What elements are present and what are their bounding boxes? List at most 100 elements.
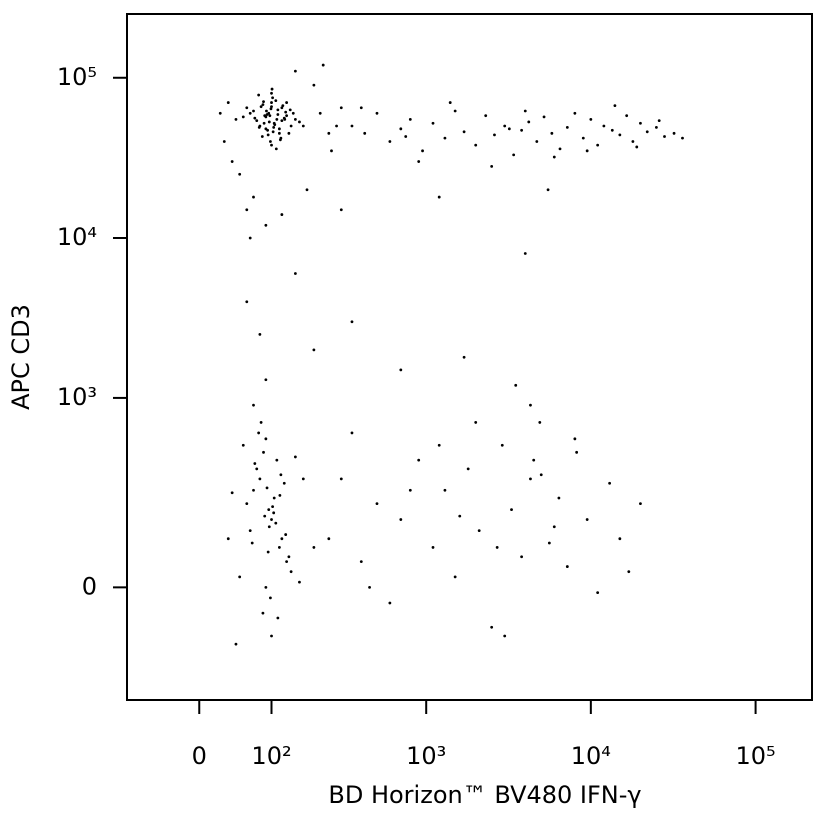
event-dot: [538, 421, 542, 424]
event-dot: [273, 123, 277, 127]
event-dot: [350, 124, 354, 128]
event-dot: [631, 140, 635, 143]
event-dot: [268, 114, 272, 118]
event-dot: [230, 491, 234, 495]
event-dot: [453, 575, 457, 579]
event-dot: [287, 131, 291, 135]
event-dot: [350, 431, 354, 435]
event-dot: [226, 537, 230, 541]
event-dot: [272, 511, 276, 515]
event-dot: [270, 518, 273, 521]
event-dot: [565, 565, 569, 568]
event-dot: [339, 106, 343, 110]
event-dot: [288, 108, 292, 112]
event-dot: [261, 103, 265, 106]
event-dot: [245, 300, 249, 304]
event-dot: [283, 117, 287, 121]
event-dot: [321, 63, 325, 67]
plot-frame: [126, 13, 813, 701]
event-dot: [474, 421, 478, 424]
event-dot: [279, 473, 283, 477]
event-dot: [272, 496, 276, 500]
event-dot: [255, 467, 259, 471]
event-dot: [280, 537, 284, 541]
event-dot: [265, 113, 269, 116]
event-dot: [259, 421, 263, 424]
event-dot: [248, 111, 252, 115]
event-dot: [258, 477, 262, 481]
event-dot: [270, 143, 273, 147]
event-dot: [512, 153, 516, 157]
event-dot: [280, 213, 284, 216]
event-dot: [339, 477, 343, 481]
x-tick-label: 0: [192, 742, 207, 770]
event-dot: [269, 596, 272, 600]
event-dot: [259, 105, 263, 109]
event-dot: [277, 131, 281, 135]
event-dot: [550, 131, 554, 135]
event-dot: [589, 117, 593, 121]
event-dot: [248, 529, 252, 533]
event-dot: [282, 481, 286, 485]
event-dot: [443, 136, 447, 140]
y-axis-label: APC CD3: [7, 304, 35, 410]
event-dot: [350, 320, 354, 324]
event-dot: [359, 106, 363, 110]
event-dot: [218, 111, 222, 115]
x-tick-label: 10⁵: [735, 742, 775, 770]
event-dot: [241, 115, 245, 119]
event-dot: [408, 117, 412, 121]
event-dot: [285, 101, 289, 104]
event-dot: [493, 133, 496, 137]
event-dot: [293, 117, 297, 121]
event-dot: [276, 616, 280, 620]
event-dot: [645, 130, 649, 134]
x-tick-label: 10³: [406, 742, 446, 770]
event-dot: [404, 135, 408, 138]
event-dot: [252, 488, 255, 492]
event-dot: [253, 462, 257, 465]
event-dot: [271, 96, 275, 100]
y-tick-label: 10³: [57, 383, 97, 411]
event-dot: [618, 133, 622, 137]
event-dot: [266, 128, 269, 132]
event-dot: [539, 473, 543, 477]
event-dot: [437, 443, 441, 447]
event-dot: [335, 124, 338, 128]
event-dot: [507, 127, 511, 131]
event-dot: [557, 496, 561, 500]
event-dot: [278, 493, 282, 497]
event-dot: [552, 525, 556, 529]
event-dot: [639, 121, 642, 125]
event-dot: [490, 625, 494, 629]
event-dot: [585, 149, 589, 153]
event-dot: [298, 580, 301, 584]
event-dot: [639, 502, 642, 506]
x-tick-label: 10⁴: [571, 742, 611, 770]
event-dot: [448, 101, 452, 104]
event-dot: [462, 355, 466, 359]
event-dot: [248, 236, 252, 240]
event-dot: [293, 69, 297, 73]
event-dot: [529, 403, 532, 407]
event-dot: [581, 136, 585, 140]
event-dot: [250, 541, 254, 545]
event-dot: [241, 443, 245, 447]
event-dot: [226, 101, 230, 104]
event-dot: [399, 518, 403, 521]
event-dot: [657, 119, 661, 123]
event-dot: [388, 140, 392, 143]
event-dot: [681, 136, 684, 140]
event-dot: [284, 533, 288, 536]
event-dot: [262, 100, 265, 103]
event-dot: [280, 106, 284, 110]
event-dot: [267, 525, 271, 529]
event-dot: [284, 110, 288, 114]
event-dot: [264, 223, 268, 227]
event-dot: [257, 126, 261, 129]
event-dot: [514, 383, 518, 387]
event-dot: [255, 119, 259, 123]
event-dot: [318, 111, 322, 115]
event-dot: [417, 160, 421, 163]
event-dot: [610, 128, 614, 132]
